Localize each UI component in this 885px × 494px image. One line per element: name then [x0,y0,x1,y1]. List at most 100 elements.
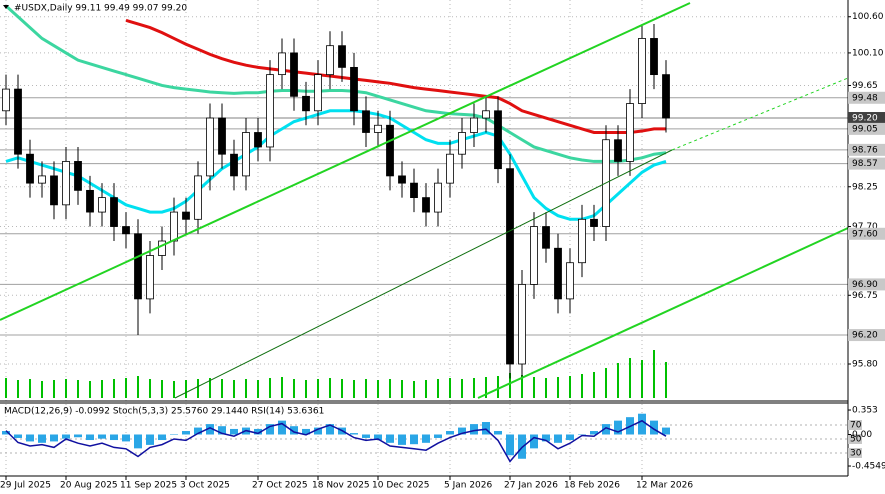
x-tick-label: 10 Dec 2025 [372,481,430,491]
volume-bar [125,378,127,398]
candle-body [206,117,214,177]
volume-bar [89,381,91,398]
volume-bar [137,376,139,398]
menu-icon[interactable] [3,5,9,9]
volume-bar [449,378,451,398]
level-box [848,112,885,125]
volume-bar [5,378,7,398]
macd-bar [206,424,214,435]
candle-body [650,38,658,76]
volume-bar [29,379,31,398]
volume-bar [185,380,187,398]
x-tick-label: 27 Oct 2025 [252,481,308,491]
macd-bar [398,434,406,445]
candle-body [494,110,502,170]
macd-bar [446,431,454,435]
volume-bar [581,374,583,398]
x-tick-label: 11 Sep 2025 [120,481,177,491]
volume-bar [161,380,163,398]
macd-bar [506,434,514,456]
macd-bar [590,431,598,435]
volume-bar [233,380,235,398]
candle-body [590,218,598,227]
trend-line [671,77,849,151]
level-label: 99.48 [852,93,878,103]
moving-average [125,18,666,134]
candle-body [26,153,34,184]
macd-bar [554,434,562,443]
macd-bar [386,434,394,443]
macd-bar [530,434,538,449]
volume-bar [461,379,463,398]
level-box [848,91,885,104]
macd-bar [74,434,82,438]
macd-bar [302,428,310,435]
level-label: 99.20 [852,114,878,124]
candle-body [314,74,322,112]
volume-bar [353,380,355,398]
candle-body [398,175,406,184]
candle-body [506,168,514,365]
chart-title: #USDX,Daily 99.11 99.49 99.07 99.20 [14,4,187,14]
y-tick-label: 99.65 [852,81,878,91]
volume-bar [173,381,175,398]
rsi-tick-label: 50 [850,435,862,445]
candle-body [410,182,418,199]
volume-bar [281,377,283,398]
candle-body [182,211,190,220]
x-tick-label: 27 Jan 2026 [504,481,558,491]
volume-bar [341,379,343,398]
volume-bar [65,379,67,398]
candle-body [518,284,526,365]
candle-body [422,197,430,213]
candle-body [242,132,250,177]
candle-body [350,66,358,112]
x-tick-label: 18 Nov 2025 [312,481,370,491]
volume-bar [617,363,619,398]
trend-line [0,2,691,321]
indicator-title: MACD(12,26,9) -0.0992 Stoch(5,3,3) 25.57… [4,407,324,417]
y-tick-label: 97.70 [852,222,878,232]
macd-bar [350,433,358,435]
macd-bar [194,427,202,435]
candle-body [362,110,370,133]
candle-body [638,38,646,104]
level-box [848,278,885,291]
candle-body [254,132,262,148]
candle-body [338,45,346,68]
candle-body [74,161,82,191]
macd-bar [422,434,430,443]
macd-bar [110,434,118,441]
level-box [848,329,885,342]
volume-bar [473,378,475,398]
candle-body [146,255,154,300]
macd-bar [98,434,106,439]
volume-bar [41,381,43,398]
volume-bar [77,380,79,398]
x-tick-label: 12 Mar 2026 [636,481,693,491]
macd-bar [638,413,646,435]
macd-tick-label: -0.4549 [852,462,885,472]
macd-bar [374,434,382,441]
level-label: 98.76 [852,145,878,155]
candle-body [194,175,202,220]
level-label: 96.90 [852,280,878,290]
volume-bar [557,377,559,398]
candle-body [266,74,274,148]
macd-tick-label: 0.00 [852,430,872,440]
volume-bar [485,377,487,398]
candle-body [434,182,442,213]
volume-bar [497,376,499,398]
macd-tick-label: 0.353 [852,406,878,416]
rsi-line [5,419,667,463]
level-label: 97.60 [852,229,878,239]
volume-bar [365,379,367,398]
candle-body [530,226,538,285]
candle-body [62,161,70,206]
volume-bar [437,379,439,398]
volume-bar [149,379,151,398]
macd-bar [458,427,466,435]
level-box [848,157,885,170]
volume-bar [377,380,379,398]
